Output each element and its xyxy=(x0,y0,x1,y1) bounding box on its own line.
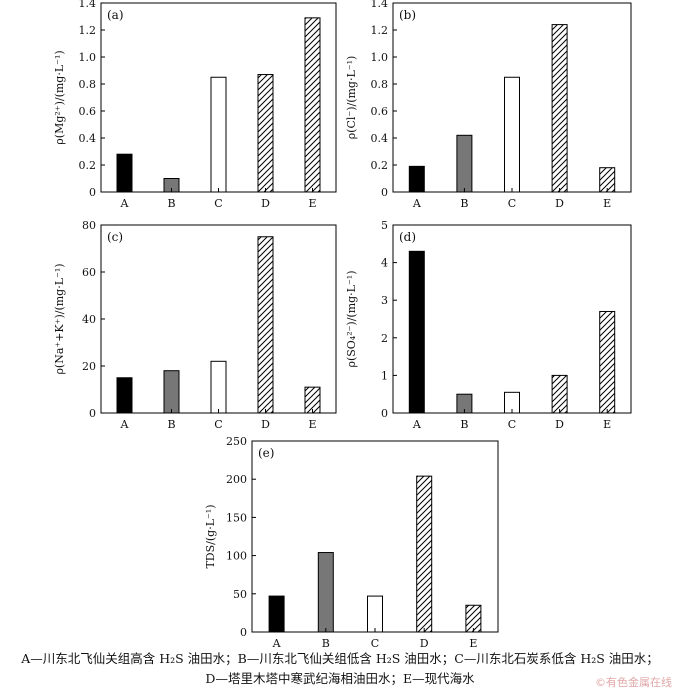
bar-C xyxy=(210,76,227,193)
x-tick-label: E xyxy=(469,637,477,650)
y-tick-label: 0.4 xyxy=(371,132,389,145)
x-tick-label: E xyxy=(308,418,316,431)
panel-label: (e) xyxy=(258,446,274,460)
x-tick-label: B xyxy=(167,197,175,210)
plot-frame xyxy=(392,224,632,414)
y-tick-label: 0.8 xyxy=(79,78,97,91)
y-tick-label: 4 xyxy=(381,257,388,270)
x-tick-label: B xyxy=(322,637,330,650)
panel-label: (a) xyxy=(107,8,124,22)
x-tick-label: C xyxy=(508,197,516,210)
chart-panel-2: 0 0.2 0.4 0.6 0.8 1.0 1.2 1.4 A B C D E (b) ρ(Cl⁻)/(mg… xyxy=(345,0,632,210)
bar-B xyxy=(456,134,473,193)
bar-C xyxy=(504,76,520,193)
y-tick-label: 0 xyxy=(240,626,247,639)
y-tick-label: 0.2 xyxy=(371,159,389,172)
bar-E xyxy=(304,17,321,193)
panel-label: (b) xyxy=(399,8,416,22)
bar-D xyxy=(416,475,433,633)
y-axis-label: ρ(Mg²⁺)/(mg·L⁻¹) xyxy=(53,50,66,144)
y-tick-label: 1.0 xyxy=(79,51,97,64)
y-tick-label: 0 xyxy=(381,407,388,420)
x-tick-label: E xyxy=(308,197,316,210)
caption-line-2: D—塔里木塔中寒武纪海相油田水；E—现代海水 xyxy=(205,671,475,686)
x-tick-label: B xyxy=(167,418,175,431)
y-tick-label: 0.2 xyxy=(79,159,97,172)
y-axis-label: ρ(Cl⁻)/(mg·L⁻¹) xyxy=(345,56,358,140)
chart-panel-3: 0 20 40 60 80 A B C D E (c) ρ(Na⁺+K⁺)/(mg·L⁻¹) xyxy=(53,219,337,431)
x-tick-label: D xyxy=(420,637,429,650)
bar-B xyxy=(163,370,180,414)
x-tick-label: A xyxy=(412,418,422,431)
x-tick-label: E xyxy=(603,418,611,431)
y-axis-label: ρ(Na⁺+K⁺)/(mg·L⁻¹) xyxy=(53,263,66,374)
bar-E xyxy=(465,604,482,633)
y-tick-label: 1 xyxy=(381,369,388,382)
bar-D xyxy=(551,374,568,414)
x-tick-label: B xyxy=(460,418,468,431)
x-tick-label: C xyxy=(508,418,516,431)
bar-D xyxy=(257,74,274,193)
x-tick-label: D xyxy=(261,418,270,431)
y-tick-label: 100 xyxy=(226,550,247,563)
y-axis-label: TDS/(g·L⁻¹) xyxy=(204,504,217,568)
caption-line-1: A—川东北飞仙关组高含 H₂S 油田水；B—川东北飞仙关组低含 H₂S 油田水；… xyxy=(21,651,659,666)
y-tick-label: 3 xyxy=(381,294,388,307)
y-tick-label: 150 xyxy=(226,511,247,524)
y-tick-label: 0.6 xyxy=(79,105,97,118)
y-axis-label: ρ(SO₄²⁻)/(mg·L⁻¹) xyxy=(345,270,358,367)
bar-C xyxy=(210,360,227,414)
y-tick-label: 0.4 xyxy=(79,132,97,145)
y-tick-label: 0.8 xyxy=(371,78,389,91)
y-tick-label: 0 xyxy=(89,186,96,199)
y-tick-label: 5 xyxy=(381,219,388,232)
bar-A xyxy=(116,153,133,193)
y-tick-label: 0 xyxy=(89,407,96,420)
y-tick-label: 1.0 xyxy=(371,51,389,64)
chart-panel-1: 0 0.2 0.4 0.6 0.8 1.0 1.2 1.4 A B C D E (a) ρ(Mg²⁺)/(m… xyxy=(53,0,337,210)
x-tick-label: C xyxy=(371,637,379,650)
y-tick-label: 1.4 xyxy=(79,0,97,10)
y-tick-label: 2 xyxy=(381,332,388,345)
chart-panel-4: 0 1 2 3 4 5 A B C D E (d) ρ(SO₄²⁻)/(mg·L⁻¹) xyxy=(345,219,632,431)
bar-D xyxy=(551,24,568,193)
bar-A xyxy=(268,595,285,633)
y-tick-label: 40 xyxy=(82,313,96,326)
x-tick-label: C xyxy=(214,197,222,210)
y-tick-label: 20 xyxy=(82,360,96,373)
y-tick-label: 1.2 xyxy=(79,24,97,37)
bar-C xyxy=(367,595,383,633)
x-tick-label: A xyxy=(120,197,130,210)
y-tick-label: 1.2 xyxy=(371,24,389,37)
y-tick-label: 1.4 xyxy=(371,0,389,10)
panel-label: (c) xyxy=(107,230,123,244)
x-tick-label: A xyxy=(120,418,130,431)
x-tick-label: A xyxy=(412,197,422,210)
x-tick-label: B xyxy=(460,197,468,210)
bar-B xyxy=(317,552,334,633)
watermark: ©有色金属在线 xyxy=(595,676,672,689)
y-tick-label: 0 xyxy=(381,186,388,199)
x-tick-label: D xyxy=(555,197,564,210)
x-tick-label: D xyxy=(555,418,564,431)
y-tick-label: 0.6 xyxy=(371,105,389,118)
bar-A xyxy=(408,250,425,414)
x-tick-label: C xyxy=(214,418,222,431)
x-tick-label: D xyxy=(261,197,270,210)
bar-A xyxy=(116,377,133,414)
y-tick-label: 50 xyxy=(233,588,247,601)
bar-E xyxy=(599,310,616,414)
x-tick-label: E xyxy=(603,197,611,210)
y-tick-label: 80 xyxy=(82,219,96,232)
panel-label: (d) xyxy=(399,230,416,244)
y-tick-label: 60 xyxy=(82,266,96,279)
chart-panel-5: 0 50 100 150 200 250 A B C D E (e) TDS/(g·L⁻¹) xyxy=(204,435,499,650)
bar-D xyxy=(257,236,274,414)
y-tick-label: 250 xyxy=(226,435,247,448)
x-tick-label: A xyxy=(272,637,282,650)
y-tick-label: 200 xyxy=(226,473,247,486)
